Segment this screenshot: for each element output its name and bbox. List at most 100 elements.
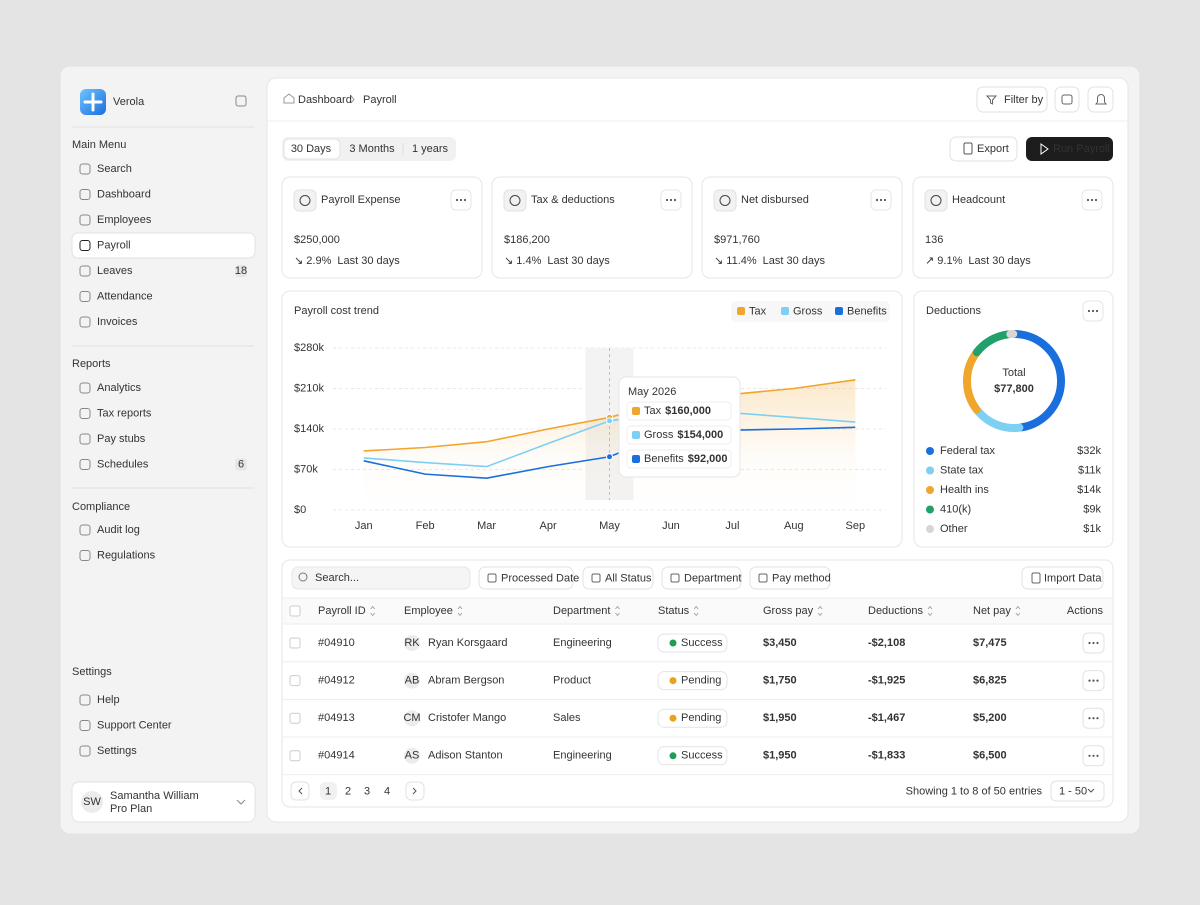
nav-item[interactable]: Help: [97, 694, 120, 706]
nav-item[interactable]: Analytics: [97, 382, 142, 394]
row-checkbox[interactable]: [290, 713, 300, 723]
legend-value: $32k: [1077, 445, 1101, 457]
avatar-initials: CM: [403, 712, 420, 724]
tooltip-swatch: [632, 407, 640, 415]
dot: [1088, 310, 1090, 312]
point: [607, 454, 613, 460]
row-checkbox[interactable]: [290, 676, 300, 686]
filter-label: Filter by: [1004, 94, 1044, 106]
x-tick-label: May: [599, 520, 620, 532]
page-number[interactable]: 2: [345, 785, 351, 797]
range-option[interactable]: 3 Months: [349, 143, 395, 155]
nav-item[interactable]: Schedules: [97, 458, 149, 470]
column-header[interactable]: Status: [658, 605, 690, 617]
filter-label: Processed Date: [501, 572, 579, 584]
dot: [1088, 680, 1090, 682]
legend-label: Tax: [749, 305, 767, 317]
deductions: -$1,467: [868, 712, 905, 724]
kpi-value: $971,760: [714, 234, 760, 246]
legend-swatch: [781, 307, 789, 315]
nav-item[interactable]: Audit log: [97, 524, 140, 536]
user-initials: SW: [83, 796, 101, 808]
per-page-value: 1 - 50: [1059, 785, 1087, 797]
column-header[interactable]: Gross pay: [763, 605, 814, 617]
legend-swatch: [737, 307, 745, 315]
run-label: Run Payroll: [1053, 143, 1110, 155]
avatar-initials: RK: [404, 637, 420, 649]
page-number[interactable]: 4: [384, 785, 390, 797]
tooltip-name: Tax: [644, 405, 662, 417]
status-dot: [670, 640, 677, 647]
y-tick-label: $280k: [294, 342, 324, 354]
nav-item[interactable]: Payroll: [97, 239, 131, 251]
dot: [876, 199, 878, 201]
column-header[interactable]: Department: [553, 605, 610, 617]
page-number[interactable]: 1: [325, 785, 331, 797]
legend-value: $1k: [1083, 523, 1101, 535]
dot: [1092, 642, 1094, 644]
column-header[interactable]: Net pay: [973, 605, 1011, 617]
nav-item[interactable]: Regulations: [97, 549, 156, 561]
notification-button[interactable]: [1088, 87, 1113, 112]
gross-pay: $1,750: [763, 675, 797, 687]
nav-badge: 6: [238, 458, 244, 470]
kpi-change: ↘ 11.4%: [714, 255, 757, 267]
row-checkbox[interactable]: [290, 638, 300, 648]
tooltip-swatch: [632, 431, 640, 439]
nav-item[interactable]: Leaves: [97, 265, 133, 277]
nav-item[interactable]: Support Center: [97, 719, 172, 731]
filter-label: Pay method: [772, 572, 831, 584]
nav-item[interactable]: Invoices: [97, 316, 138, 328]
department: Product: [553, 675, 591, 687]
status-label: Pending: [681, 675, 721, 687]
help-button[interactable]: [1055, 87, 1079, 112]
select-all-checkbox[interactable]: [290, 606, 300, 616]
nav-item[interactable]: Dashboard: [97, 188, 151, 200]
kpi-icon: [504, 190, 526, 211]
payroll-id: #04913: [318, 712, 355, 724]
avatar-initials: AS: [405, 750, 420, 762]
legend-label: State tax: [940, 464, 984, 476]
nav-item[interactable]: Tax reports: [97, 407, 152, 419]
status-label: Success: [681, 637, 723, 649]
department: Engineering: [553, 750, 612, 762]
legend-dot: [926, 447, 934, 455]
legend-dot: [926, 506, 934, 514]
kpi-value: $250,000: [294, 234, 340, 246]
nav-item[interactable]: Employees: [97, 214, 152, 226]
column-header[interactable]: Employee: [404, 605, 453, 617]
section-title: Main Menu: [72, 139, 126, 151]
range-option[interactable]: 30 Days: [291, 143, 332, 155]
kpi-period: Last 30 days: [547, 255, 610, 267]
column-header[interactable]: Payroll ID: [318, 605, 366, 617]
legend-dot: [926, 467, 934, 475]
prev-page[interactable]: [291, 782, 309, 800]
dot: [884, 199, 886, 201]
column-header: Actions: [1067, 605, 1104, 617]
next-page[interactable]: [406, 782, 424, 800]
dot: [1092, 680, 1094, 682]
tooltip-value: $154,000: [677, 429, 723, 441]
nav-item[interactable]: Settings: [97, 745, 137, 757]
nav-item[interactable]: Attendance: [97, 290, 153, 302]
legend-dot: [926, 486, 934, 494]
x-tick-label: Sep: [845, 520, 865, 532]
x-tick-label: Apr: [539, 520, 556, 532]
x-tick-label: Mar: [477, 520, 496, 532]
breadcrumb-link[interactable]: Dashboard: [298, 94, 352, 106]
tooltip-value: $160,000: [665, 405, 711, 417]
employee-name: Ryan Korsgaard: [428, 637, 508, 649]
column-header[interactable]: Deductions: [868, 605, 924, 617]
row-checkbox[interactable]: [290, 751, 300, 761]
point: [607, 418, 613, 424]
dot: [674, 199, 676, 201]
chart-title: Deductions: [926, 305, 982, 317]
page-number[interactable]: 3: [364, 785, 370, 797]
range-option[interactable]: 1 years: [412, 143, 449, 155]
legend-label: Benefits: [847, 305, 887, 317]
tooltip-swatch: [632, 455, 640, 463]
nav-item[interactable]: Search: [97, 163, 132, 175]
nav-item[interactable]: Pay stubs: [97, 433, 146, 445]
dot: [1092, 755, 1094, 757]
